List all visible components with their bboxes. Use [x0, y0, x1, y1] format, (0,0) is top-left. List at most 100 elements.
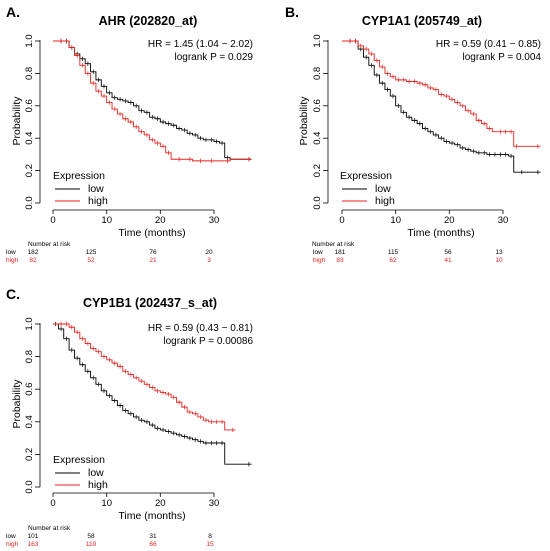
- risk-value: 83: [336, 257, 344, 264]
- risk-table-title: Number at risk: [28, 525, 71, 532]
- risk-row-label-low: low: [313, 249, 323, 256]
- x-axis: 0 10 20 30: [339, 209, 509, 226]
- legend: Expression low high: [53, 454, 108, 491]
- x-axis: 0 10 20 30: [50, 492, 220, 509]
- x-tick-label: 0: [50, 498, 55, 509]
- y-tick-label: 1.0: [24, 317, 35, 330]
- risk-row-label-high: high: [313, 257, 326, 264]
- y-axis: 0.0 0.2 0.4 0.6 0.8 1.0: [24, 317, 41, 494]
- risk-row-label-low: low: [6, 533, 16, 540]
- risk-value: 101: [28, 533, 39, 540]
- panel-b: B. CYP1A1 (205749_at) HR = 0.59 (0.41 − …: [285, 4, 541, 264]
- plot-area: [53, 38, 252, 164]
- risk-value: 8: [208, 533, 212, 540]
- legend-label-high: high: [88, 479, 108, 491]
- y-tick-label: 0.6: [24, 383, 35, 396]
- y-tick-label: 0.4: [312, 132, 323, 145]
- x-tick-label: 20: [155, 215, 166, 226]
- y-tick-label: 0.2: [24, 448, 35, 461]
- y-tick-label: 0.8: [312, 67, 323, 80]
- risk-value: 10: [495, 257, 503, 264]
- risk-row-label-low: low: [6, 249, 16, 256]
- risk-value: 52: [87, 257, 95, 264]
- legend-label-low: low: [88, 467, 104, 479]
- legend-label-high: high: [375, 195, 395, 207]
- x-axis-label: Time (months): [118, 510, 185, 522]
- x-axis: 0 10 20 30: [50, 209, 220, 226]
- x-tick-label: 10: [390, 215, 401, 226]
- risk-value: 181: [335, 249, 346, 256]
- logrank-text: logrank P = 0.004: [463, 52, 542, 63]
- y-tick-label: 0.2: [312, 164, 323, 177]
- x-tick-label: 10: [101, 215, 112, 226]
- risk-table: Number at risk low 101 58 31 8 high 163 …: [6, 525, 214, 548]
- legend-title: Expression: [340, 170, 392, 182]
- x-tick-label: 20: [155, 498, 166, 509]
- legend-label-low: low: [375, 183, 391, 195]
- x-tick-label: 10: [101, 498, 112, 509]
- y-tick-label: 0.0: [24, 196, 35, 209]
- hr-text: HR = 1.45 (1.04 − 2.02): [148, 39, 253, 50]
- chart-title: CYP1B1 (202437_s_at): [83, 296, 217, 310]
- risk-value: 76: [149, 249, 157, 256]
- plot-area: [342, 38, 541, 175]
- y-axis-label: Probability: [298, 96, 310, 146]
- risk-value: 21: [149, 257, 157, 264]
- y-axis-label: Probability: [11, 379, 23, 429]
- legend: Expression low high: [340, 170, 395, 207]
- legend-label-low: low: [88, 183, 104, 195]
- risk-table-title: Number at risk: [28, 241, 71, 248]
- x-tick-label: 30: [498, 215, 509, 226]
- logrank-text: logrank P = 0.00086: [163, 336, 253, 347]
- plot-area: [53, 321, 252, 467]
- chart-title: AHR (202820_at): [99, 14, 198, 28]
- y-tick-label: 0.6: [24, 99, 35, 112]
- risk-table-title: Number at risk: [312, 241, 355, 248]
- risk-value: 119: [86, 541, 97, 548]
- y-tick-label: 0.0: [24, 480, 35, 493]
- legend: Expression low high: [53, 170, 108, 207]
- y-axis-label: Probability: [11, 96, 23, 146]
- chart-title: CYP1A1 (205749_at): [362, 14, 482, 28]
- risk-value: 20: [205, 249, 213, 256]
- panel-label: C.: [6, 286, 20, 302]
- risk-row-label-high: high: [6, 257, 19, 264]
- y-tick-label: 1.0: [24, 34, 35, 47]
- y-tick-label: 0.4: [24, 132, 35, 145]
- risk-table: Number at risk low 182 125 76 20 high 82…: [6, 241, 213, 264]
- y-axis: 0.0 0.2 0.4 0.6 0.8 1.0: [24, 34, 41, 210]
- risk-value: 15: [206, 541, 214, 548]
- y-tick-label: 0.2: [24, 164, 35, 177]
- x-tick-label: 0: [50, 215, 55, 226]
- legend-title: Expression: [53, 170, 105, 182]
- y-tick-label: 0.4: [24, 415, 35, 428]
- x-tick-label: 30: [209, 215, 220, 226]
- risk-value: 115: [388, 249, 399, 256]
- x-tick-label: 20: [444, 215, 455, 226]
- legend-label-high: high: [88, 195, 108, 207]
- y-tick-label: 1.0: [312, 34, 323, 47]
- risk-table: Number at risk low 181 115 56 13 high 83…: [312, 241, 503, 264]
- y-tick-label: 0.0: [312, 196, 323, 209]
- risk-value: 182: [28, 249, 39, 256]
- logrank-text: logrank P = 0.029: [175, 52, 254, 63]
- risk-row-label-high: high: [6, 541, 19, 548]
- km-curve-high: [53, 40, 252, 162]
- risk-value: 163: [28, 541, 39, 548]
- panel-label: B.: [285, 4, 299, 20]
- risk-value: 58: [87, 533, 95, 540]
- risk-value: 41: [444, 257, 452, 264]
- legend-title: Expression: [53, 454, 105, 466]
- risk-value: 13: [495, 249, 503, 256]
- y-tick-label: 0.6: [312, 99, 323, 112]
- x-axis-label: Time (months): [407, 227, 474, 239]
- x-axis-label: Time (months): [118, 227, 185, 239]
- panel-a: A. AHR (202820_at) HR = 1.45 (1.04 − 2.0…: [6, 4, 253, 264]
- risk-value: 3: [207, 257, 211, 264]
- risk-value: 82: [29, 257, 37, 264]
- y-tick-label: 0.8: [24, 350, 35, 363]
- x-tick-label: 30: [209, 498, 220, 509]
- hr-text: HR = 0.59 (0.43 − 0.81): [148, 323, 253, 334]
- risk-value: 56: [444, 249, 452, 256]
- hr-text: HR = 0.59 (0.41 − 0.85): [436, 39, 541, 50]
